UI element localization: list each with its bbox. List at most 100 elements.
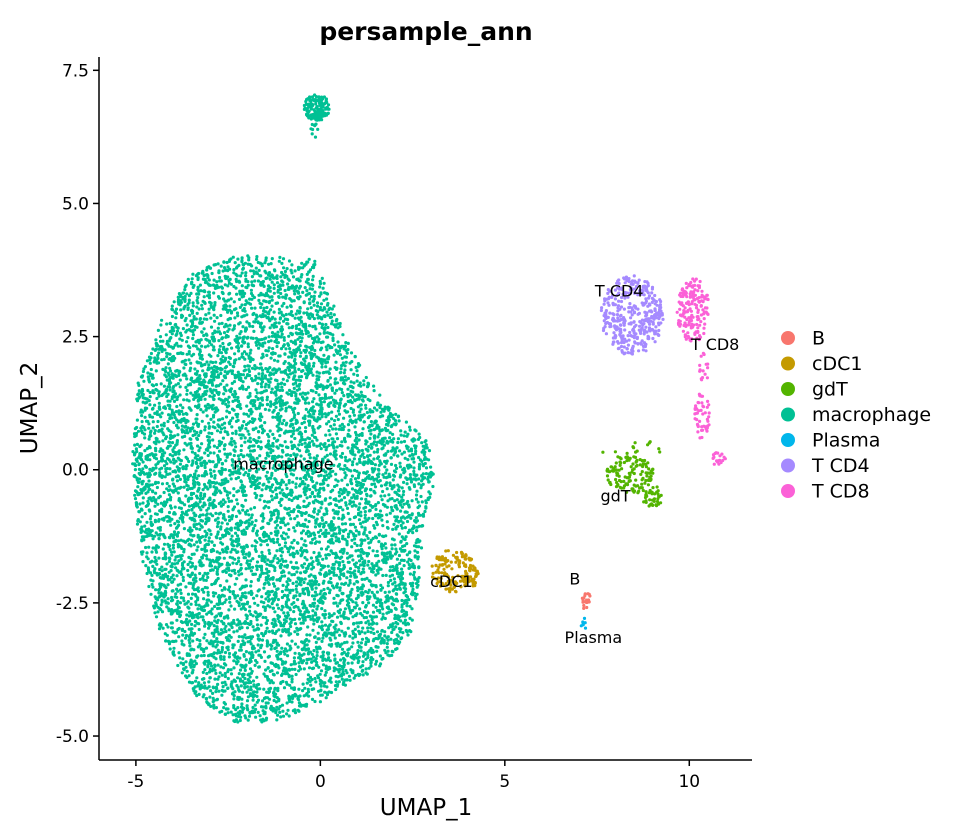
data-point: [286, 287, 290, 291]
data-point: [147, 529, 151, 533]
data-point: [198, 458, 202, 462]
data-point: [201, 299, 205, 303]
data-point: [301, 682, 305, 686]
data-point: [463, 557, 467, 561]
data-point: [328, 367, 332, 371]
data-point: [322, 525, 326, 529]
data-point: [412, 570, 416, 574]
data-point: [267, 335, 271, 339]
data-point: [377, 540, 381, 544]
data-point: [239, 448, 243, 453]
data-point: [347, 647, 351, 651]
data-point: [616, 455, 620, 459]
data-point: [244, 274, 248, 278]
data-point: [280, 332, 284, 336]
data-point: [189, 441, 193, 445]
data-point: [162, 490, 166, 495]
data-point: [252, 320, 256, 324]
data-point: [166, 578, 170, 582]
data-point: [293, 354, 297, 358]
data-point: [360, 525, 364, 529]
data-point: [252, 438, 256, 442]
data-point: [320, 620, 324, 624]
data-point: [292, 299, 296, 303]
data-point: [276, 359, 280, 363]
data-point: [217, 449, 222, 453]
data-point: [230, 425, 234, 429]
data-point: [228, 304, 232, 308]
data-point: [337, 680, 341, 684]
data-point: [202, 295, 206, 299]
data-point: [351, 408, 356, 412]
data-point: [189, 366, 193, 370]
data-point: [291, 324, 295, 329]
data-point: [305, 289, 309, 293]
data-point: [244, 567, 248, 571]
data-point: [222, 556, 226, 560]
data-point: [387, 590, 391, 594]
data-point: [362, 420, 366, 424]
data-point: [341, 363, 345, 367]
data-point: [366, 626, 370, 630]
data-point: [138, 444, 142, 449]
data-point: [218, 275, 222, 280]
data-point: [283, 541, 288, 545]
data-point: [251, 693, 255, 698]
series-cdc1-points: [430, 549, 480, 594]
data-point: [149, 520, 153, 524]
data-point: [294, 485, 298, 489]
data-point: [265, 543, 270, 547]
data-point: [250, 306, 254, 310]
data-point: [334, 427, 338, 431]
data-point: [369, 583, 373, 587]
data-point: [342, 612, 346, 616]
data-point: [147, 479, 151, 483]
data-point: [191, 272, 195, 276]
data-point: [310, 490, 315, 494]
data-point: [338, 556, 342, 561]
data-point: [310, 697, 315, 702]
data-point: [354, 393, 358, 397]
data-point: [145, 571, 149, 576]
data-point: [358, 410, 362, 414]
data-point: [214, 591, 218, 595]
data-point: [194, 603, 198, 607]
data-point: [307, 334, 311, 338]
data-point: [205, 586, 209, 590]
data-point: [182, 643, 186, 647]
data-point: [389, 449, 394, 453]
data-point: [292, 610, 296, 614]
data-point: [280, 422, 284, 426]
data-point: [345, 351, 349, 355]
data-point: [307, 257, 311, 261]
data-point: [197, 307, 201, 311]
data-point: [212, 278, 216, 282]
data-point: [221, 341, 225, 346]
data-point: [349, 351, 354, 355]
data-point: [357, 518, 361, 522]
data-point: [349, 368, 353, 372]
data-point: [186, 277, 190, 281]
data-point: [236, 521, 240, 526]
data-point: [458, 559, 462, 563]
data-point: [328, 433, 332, 437]
data-point: [643, 481, 647, 485]
data-point: [198, 527, 202, 532]
data-point: [192, 315, 196, 319]
data-point: [268, 326, 272, 330]
data-point: [374, 659, 379, 664]
data-point: [181, 633, 185, 637]
data-point: [204, 696, 209, 701]
data-point: [270, 257, 274, 261]
data-point: [437, 558, 441, 562]
data-point: [237, 263, 241, 267]
data-point: [341, 551, 345, 555]
data-point: [406, 622, 411, 626]
data-point: [220, 693, 224, 697]
data-point: [618, 463, 622, 467]
data-point: [247, 414, 251, 418]
data-point: [303, 401, 308, 405]
data-point: [242, 412, 246, 416]
data-point: [285, 712, 289, 716]
data-point: [361, 654, 365, 658]
